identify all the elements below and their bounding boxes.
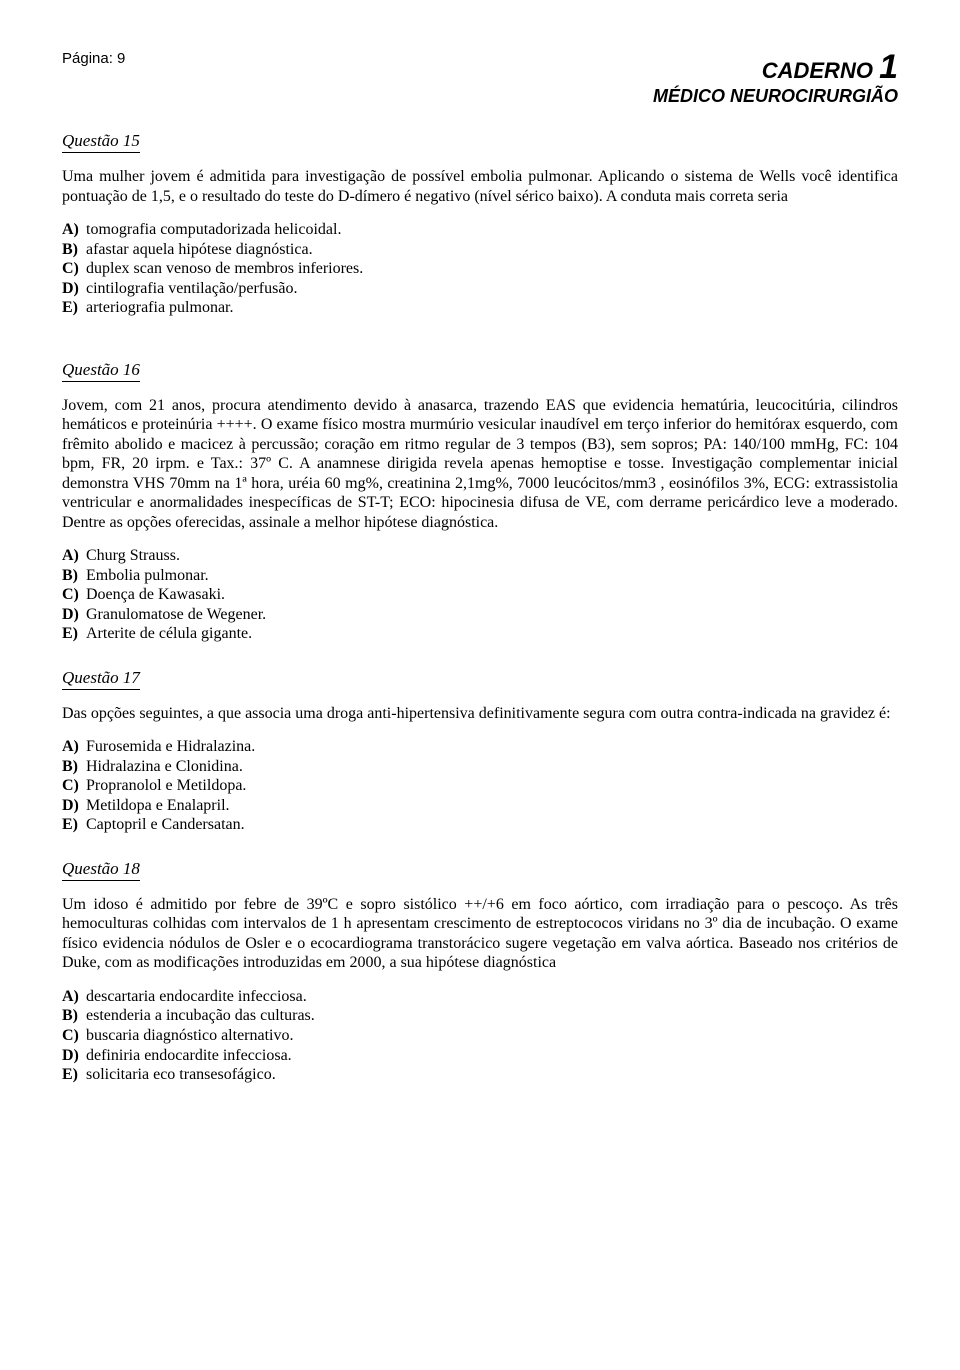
option-row: A)Churg Strauss. xyxy=(62,546,898,566)
page-header: Página: 9 CADERNO 1 MÉDICO NEUROCIRURGIÃ… xyxy=(62,50,898,107)
option-text: afastar aquela hipótese diagnóstica. xyxy=(86,240,898,260)
option-text: estenderia a incubação das culturas. xyxy=(86,1006,898,1026)
option-letter: C) xyxy=(62,1026,86,1046)
option-letter: C) xyxy=(62,776,86,796)
option-letter: B) xyxy=(62,566,86,586)
option-letter: A) xyxy=(62,220,86,240)
option-row: D)definiria endocardite infecciosa. xyxy=(62,1046,898,1066)
question-title: Questão 18 xyxy=(62,859,140,881)
option-text: Churg Strauss. xyxy=(86,546,898,566)
option-row: E)solicitaria eco transesofágico. xyxy=(62,1065,898,1085)
option-letter: D) xyxy=(62,796,86,816)
option-row: A)Furosemida e Hidralazina. xyxy=(62,737,898,757)
option-text: Captopril e Candersatan. xyxy=(86,815,898,835)
option-letter: C) xyxy=(62,585,86,605)
option-text: descartaria endocardite infecciosa. xyxy=(86,987,898,1007)
option-text: Hidralazina e Clonidina. xyxy=(86,757,898,777)
option-letter: A) xyxy=(62,546,86,566)
header-title-prefix: CADERNO xyxy=(762,58,873,83)
option-row: C)Propranolol e Metildopa. xyxy=(62,776,898,796)
option-row: A)descartaria endocardite infecciosa. xyxy=(62,987,898,1007)
option-letter: D) xyxy=(62,279,86,299)
option-letter: A) xyxy=(62,737,86,757)
option-text: Granulomatose de Wegener. xyxy=(86,605,898,625)
question-title: Questão 17 xyxy=(62,668,140,690)
option-text: Propranolol e Metildopa. xyxy=(86,776,898,796)
page-number-label: Página: 9 xyxy=(62,50,125,67)
option-row: C)duplex scan venoso de membros inferior… xyxy=(62,259,898,279)
option-text: Metildopa e Enalapril. xyxy=(86,796,898,816)
question-block: Questão 17 Das opções seguintes, a que as… xyxy=(62,668,898,835)
option-text: duplex scan venoso de membros inferiores… xyxy=(86,259,898,279)
option-row: B)afastar aquela hipótese diagnóstica. xyxy=(62,240,898,260)
option-row: B)Embolia pulmonar. xyxy=(62,566,898,586)
option-text: Doença de Kawasaki. xyxy=(86,585,898,605)
option-letter: D) xyxy=(62,605,86,625)
option-letter: E) xyxy=(62,624,86,644)
header-title: CADERNO 1 xyxy=(653,50,898,84)
option-text: Arterite de célula gigante. xyxy=(86,624,898,644)
option-row: D)Granulomatose de Wegener. xyxy=(62,605,898,625)
question-body: Jovem, com 21 anos, procura atendimento … xyxy=(62,396,898,533)
header-subtitle: MÉDICO NEUROCIRURGIÃO xyxy=(653,86,898,107)
question-options: A)Furosemida e Hidralazina.B)Hidralazina… xyxy=(62,737,898,835)
option-text: buscaria diagnóstico alternativo. xyxy=(86,1026,898,1046)
question-block: Questão 15 Uma mulher jovem é admitida pa… xyxy=(62,131,898,318)
question-block: Questão 16 Jovem, com 21 anos, procura at… xyxy=(62,360,898,644)
question-body: Uma mulher jovem é admitida para investi… xyxy=(62,167,898,206)
question-body: Das opções seguintes, a que associa uma … xyxy=(62,704,898,724)
option-row: E)Captopril e Candersatan. xyxy=(62,815,898,835)
option-row: B)Hidralazina e Clonidina. xyxy=(62,757,898,777)
option-text: arteriografia pulmonar. xyxy=(86,298,898,318)
question-options: A)tomografia computadorizada helicoidal.… xyxy=(62,220,898,318)
header-title-number: 1 xyxy=(879,48,898,86)
option-row: B)estenderia a incubação das culturas. xyxy=(62,1006,898,1026)
questions-container: Questão 15 Uma mulher jovem é admitida pa… xyxy=(62,131,898,1085)
question-body: Um idoso é admitido por febre de 39ºC e … xyxy=(62,895,898,973)
option-row: D)cintilografia ventilação/perfusão. xyxy=(62,279,898,299)
question-title: Questão 16 xyxy=(62,360,140,382)
option-text: Embolia pulmonar. xyxy=(86,566,898,586)
option-row: C)buscaria diagnóstico alternativo. xyxy=(62,1026,898,1046)
option-letter: E) xyxy=(62,1065,86,1085)
option-row: E)arteriografia pulmonar. xyxy=(62,298,898,318)
question-options: A)Churg Strauss.B)Embolia pulmonar.C)Doe… xyxy=(62,546,898,644)
option-text: cintilografia ventilação/perfusão. xyxy=(86,279,898,299)
option-text: Furosemida e Hidralazina. xyxy=(86,737,898,757)
option-letter: A) xyxy=(62,987,86,1007)
option-letter: B) xyxy=(62,240,86,260)
header-right: CADERNO 1 MÉDICO NEUROCIRURGIÃO xyxy=(653,50,898,107)
question-block: Questão 18 Um idoso é admitido por febre … xyxy=(62,859,898,1085)
option-text: solicitaria eco transesofágico. xyxy=(86,1065,898,1085)
option-letter: B) xyxy=(62,757,86,777)
question-title: Questão 15 xyxy=(62,131,140,153)
option-row: E)Arterite de célula gigante. xyxy=(62,624,898,644)
option-letter: C) xyxy=(62,259,86,279)
option-text: tomografia computadorizada helicoidal. xyxy=(86,220,898,240)
question-options: A)descartaria endocardite infecciosa.B)e… xyxy=(62,987,898,1085)
option-row: D)Metildopa e Enalapril. xyxy=(62,796,898,816)
option-letter: E) xyxy=(62,298,86,318)
option-letter: D) xyxy=(62,1046,86,1066)
option-letter: B) xyxy=(62,1006,86,1026)
option-row: A)tomografia computadorizada helicoidal. xyxy=(62,220,898,240)
option-row: C)Doença de Kawasaki. xyxy=(62,585,898,605)
option-text: definiria endocardite infecciosa. xyxy=(86,1046,898,1066)
option-letter: E) xyxy=(62,815,86,835)
